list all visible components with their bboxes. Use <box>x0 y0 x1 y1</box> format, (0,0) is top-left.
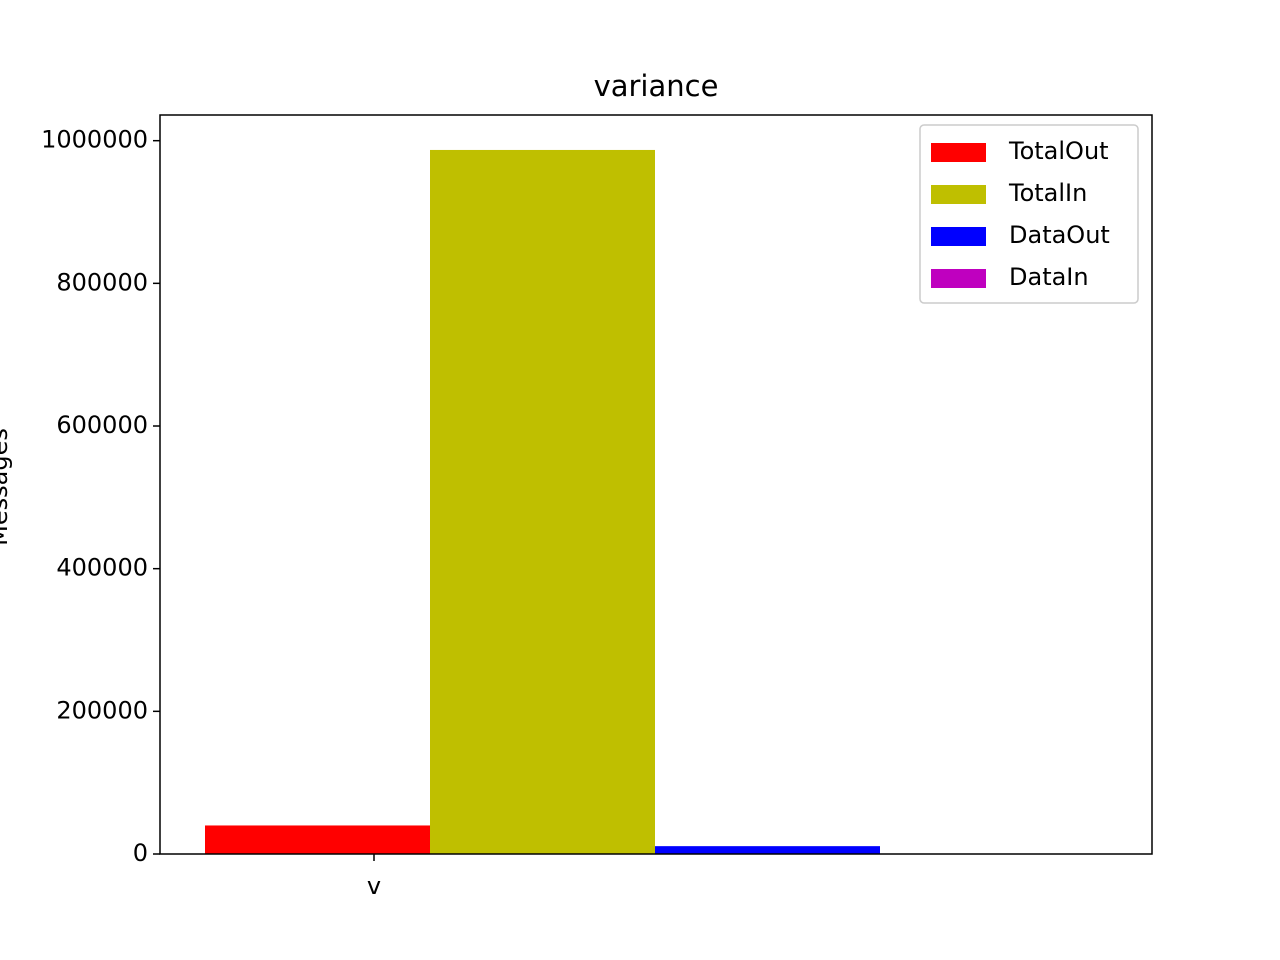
y-tick-label: 400000 <box>56 554 148 582</box>
y-tick-label: 1000000 <box>41 126 148 154</box>
x-tick-label: v <box>367 872 381 900</box>
y-axis-label: Messages <box>0 428 13 546</box>
legend-swatch <box>931 227 986 246</box>
y-tick-label: 800000 <box>56 268 148 296</box>
plot-frame <box>159 114 1153 855</box>
y-tick-label: 600000 <box>56 411 148 439</box>
bar <box>655 846 880 854</box>
bar <box>205 825 430 854</box>
legend-swatch <box>931 185 986 204</box>
legend-label: DataOut <box>1009 221 1110 249</box>
y-tick-label: 0 <box>133 839 148 867</box>
legend-frame <box>919 124 1139 304</box>
legend-swatch <box>931 143 986 162</box>
legend-label: TotalOut <box>1008 137 1109 165</box>
legend-label: TotalIn <box>1008 179 1087 207</box>
legend-swatch <box>931 269 986 288</box>
bar <box>430 149 655 854</box>
legend-label: DataIn <box>1009 263 1089 291</box>
chart-title: variance <box>594 69 719 103</box>
y-tick-label: 200000 <box>56 696 148 724</box>
